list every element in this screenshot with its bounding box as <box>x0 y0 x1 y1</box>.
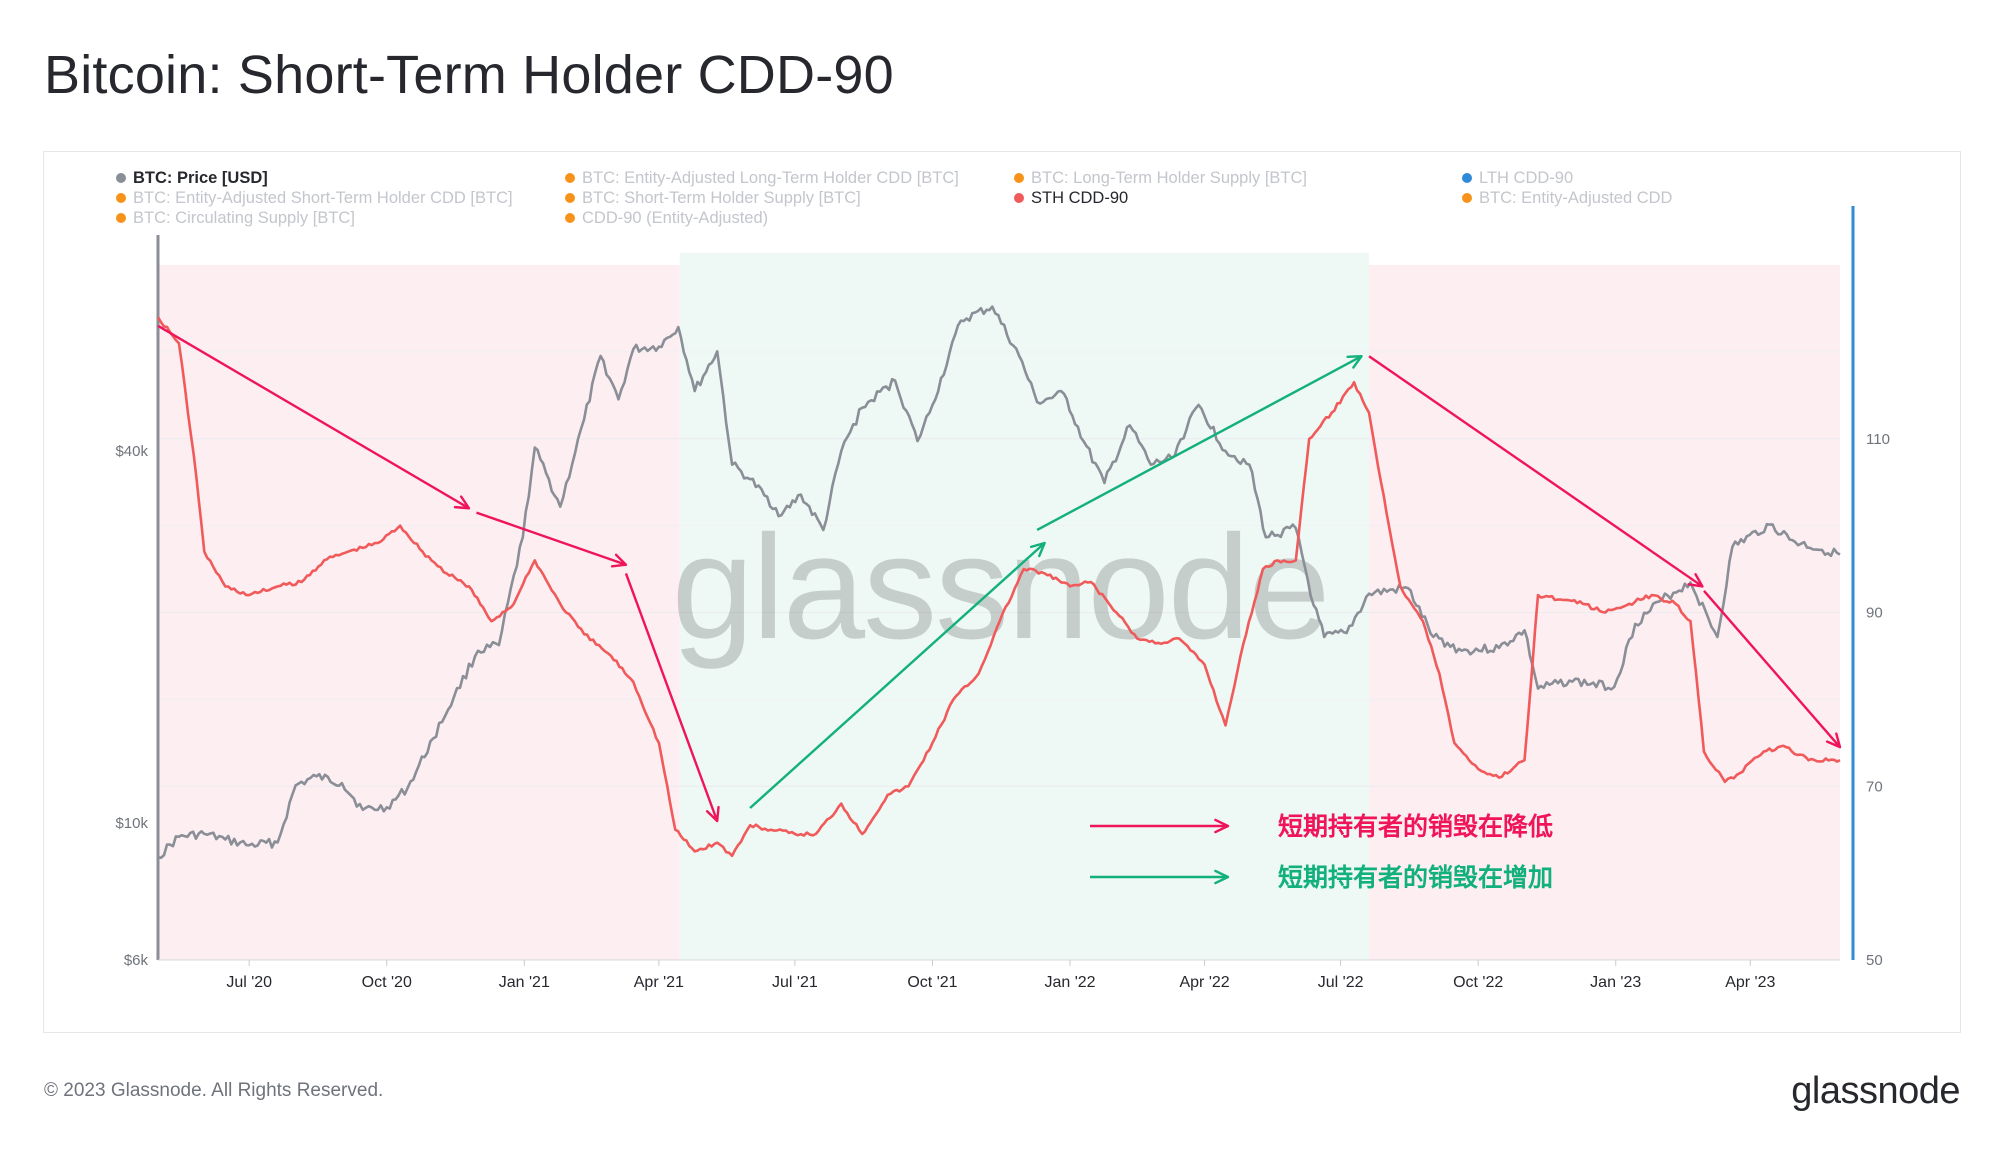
page-title: Bitcoin: Short-Term Holder CDD-90 <box>44 45 894 105</box>
legend-dot <box>116 173 126 183</box>
legend-item-lth-supply[interactable]: BTC: Long-Term Holder Supply [BTC] <box>1014 168 1307 188</box>
annotation-text-1: 短期持有者的销毁在增加 <box>1278 863 1553 892</box>
legend-dot <box>1462 193 1472 203</box>
trend-arrow-decrease-5 <box>1368 355 1704 588</box>
legend-item-cdd-90-ea[interactable]: CDD-90 (Entity-Adjusted) <box>565 208 768 228</box>
legend-label: BTC: Entity-Adjusted CDD <box>1479 188 1673 207</box>
legend-dot <box>116 213 126 223</box>
legend-dot <box>565 213 575 223</box>
legend-label: BTC: Long-Term Holder Supply [BTC] <box>1031 168 1308 187</box>
legend-item-sth-cdd-90[interactable]: STH CDD-90 <box>1014 188 1128 208</box>
x-tick-label: Apr '21 <box>634 974 684 991</box>
chart-legend: BTC: Price [USD] BTC: Entity-Adjusted Lo… <box>116 168 1876 232</box>
legend-dot <box>1014 173 1024 183</box>
x-tick-label: Jul '20 <box>226 974 272 991</box>
legend-label: BTC: Short-Term Holder Supply [BTC] <box>582 188 861 207</box>
x-tick-label: Apr '22 <box>1179 974 1229 991</box>
legend-dot <box>1462 173 1472 183</box>
watermark: glassnode <box>672 505 1329 670</box>
legend-label: BTC: Circulating Supply [BTC] <box>133 208 355 227</box>
annotation-arrow-1-head <box>1214 869 1230 885</box>
trend-arrow-decrease-0 <box>157 324 470 510</box>
legend-dot <box>565 173 575 183</box>
series-line-price <box>157 305 1841 860</box>
glassnode-logo: glassnode <box>1791 1070 1960 1112</box>
annotation-text-0: 短期持有者的销毁在降低 <box>1278 812 1553 841</box>
trend-arrow-decrease-2-head <box>705 805 720 823</box>
trend-arrow-decrease-1-head <box>610 553 628 568</box>
trend-arrow-decrease-5-head <box>1687 573 1704 588</box>
legend-label: STH CDD-90 <box>1031 188 1129 207</box>
y-left-tick-label: $40k <box>115 443 148 460</box>
legend-item-ea-lth-cdd[interactable]: BTC: Entity-Adjusted Long-Term Holder CD… <box>565 168 959 188</box>
annotation-arrow-0-head <box>1214 818 1230 834</box>
y-left-tick-label: $10k <box>115 815 148 832</box>
x-tick-label: Oct '22 <box>1453 974 1503 991</box>
chart-frame <box>43 151 1961 1033</box>
legend-label: CDD-90 (Entity-Adjusted) <box>582 208 769 227</box>
legend-item-ea-sth-cdd[interactable]: BTC: Entity-Adjusted Short-Term Holder C… <box>116 188 513 208</box>
legend-dot <box>116 193 126 203</box>
legend-label: BTC: Entity-Adjusted Long-Term Holder CD… <box>582 168 959 187</box>
x-tick-label: Oct '21 <box>907 974 957 991</box>
y-right-tick-label: 90 <box>1866 605 1883 622</box>
trend-arrow-decrease-0-head <box>453 495 471 510</box>
x-tick-label: Jan '23 <box>1590 974 1641 991</box>
legend-item-lth-cdd-90[interactable]: LTH CDD-90 <box>1462 168 1573 188</box>
y-right-tick-label: 50 <box>1866 952 1883 969</box>
x-tick-label: Jul '21 <box>772 974 818 991</box>
legend-item-sth-supply[interactable]: BTC: Short-Term Holder Supply [BTC] <box>565 188 861 208</box>
copyright: © 2023 Glassnode. All Rights Reserved. <box>44 1080 384 1101</box>
x-tick-label: Oct '20 <box>362 974 412 991</box>
trend-arrow-increase-4 <box>1036 355 1363 532</box>
trend-arrow-decrease-6-head <box>1825 732 1842 749</box>
y-left-tick-label: $6k <box>124 952 149 969</box>
series-line-sth-cdd-90 <box>156 316 1841 858</box>
legend-dot <box>565 193 575 203</box>
trend-arrow-increase-3 <box>749 542 1046 809</box>
legend-item-ea-cdd[interactable]: BTC: Entity-Adjusted CDD <box>1462 188 1672 208</box>
x-tick-label: Jan '21 <box>499 974 550 991</box>
x-tick-label: Jan '22 <box>1044 974 1095 991</box>
trend-arrow-decrease-1 <box>476 511 627 566</box>
trend-arrow-increase-4-head <box>1346 355 1363 369</box>
trend-arrow-increase-3-head <box>1029 541 1046 558</box>
legend-dot <box>1014 193 1024 203</box>
x-tick-label: Jul '22 <box>1318 974 1364 991</box>
y-right-tick-label: 110 <box>1866 431 1890 448</box>
legend-item-price[interactable]: BTC: Price [USD] <box>116 168 268 188</box>
legend-label: BTC: Price [USD] <box>133 168 268 187</box>
legend-label: LTH CDD-90 <box>1479 168 1574 187</box>
trend-arrow-decrease-2 <box>624 572 719 822</box>
legend-label: BTC: Entity-Adjusted Short-Term Holder C… <box>133 188 513 207</box>
x-tick-label: Apr '23 <box>1725 974 1775 991</box>
legend-item-circulating-supply[interactable]: BTC: Circulating Supply [BTC] <box>116 208 355 228</box>
y-right-tick-label: 70 <box>1866 778 1883 795</box>
trend-arrow-decrease-6 <box>1703 589 1841 748</box>
